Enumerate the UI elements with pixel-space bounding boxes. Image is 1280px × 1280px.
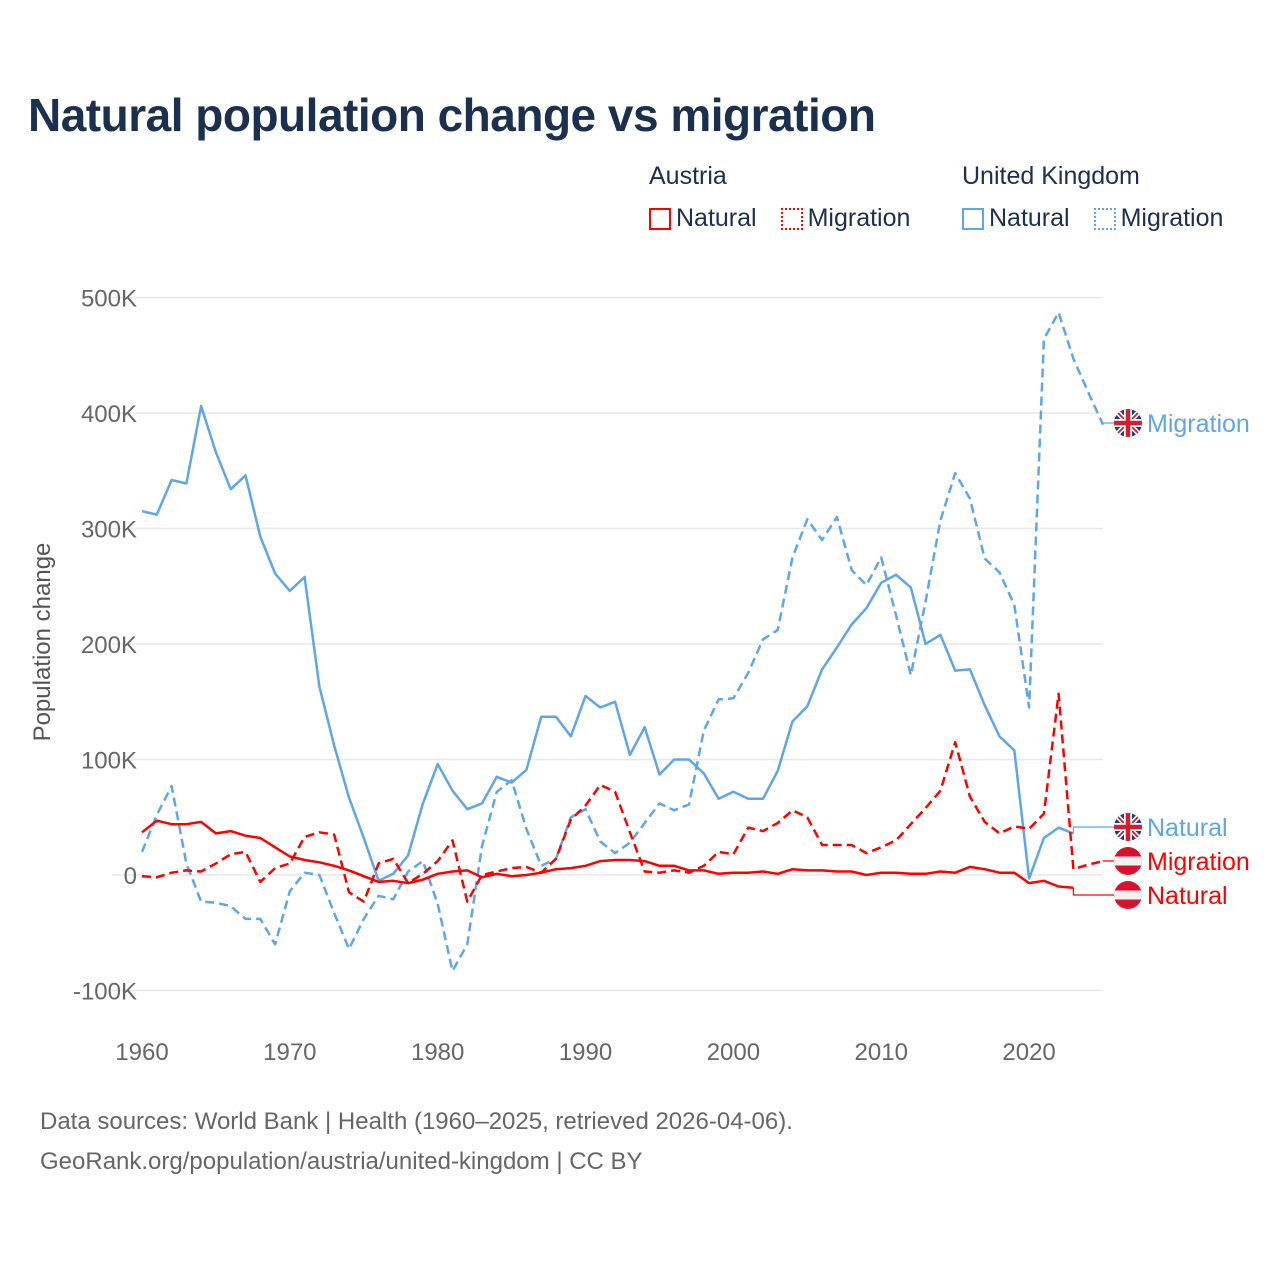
legend-label: Migration bbox=[1120, 204, 1224, 232]
legend-item-austria-migration[interactable]: Migration bbox=[780, 204, 911, 233]
solid-swatch-icon bbox=[962, 207, 984, 230]
legend-group-title: Austria bbox=[649, 162, 727, 190]
series-line-united-kingdom-migration[interactable] bbox=[140, 311, 1105, 973]
series-end-label: Natural bbox=[1147, 882, 1228, 910]
dotted-swatch-icon bbox=[1093, 207, 1116, 230]
legend-group-title: United Kingdom bbox=[962, 162, 1140, 190]
legend-united-kingdom: United Kingdom Natural Migration bbox=[962, 162, 1223, 233]
legend-austria: Austria Natural Migration bbox=[649, 162, 928, 233]
label-connector bbox=[1072, 887, 1114, 896]
y-tick-label: 400K bbox=[81, 401, 137, 428]
x-tick-label: 2000 bbox=[707, 1039, 760, 1066]
legend-item-austria-natural[interactable]: Natural bbox=[649, 204, 757, 233]
y-tick-label: 100K bbox=[81, 748, 137, 775]
uk-flag-icon bbox=[1114, 813, 1142, 841]
x-tick-label: 1990 bbox=[559, 1039, 612, 1066]
series-line-united-kingdom-natural[interactable] bbox=[141, 404, 1074, 883]
y-tick-label: 0 bbox=[124, 863, 137, 890]
legend-item-uk-migration[interactable]: Migration bbox=[1093, 204, 1224, 233]
footer-sources: Data sources: World Bank | Health (1960–… bbox=[40, 1108, 793, 1135]
series-end-label: Migration bbox=[1147, 410, 1250, 438]
legend-item-uk-natural[interactable]: Natural bbox=[962, 204, 1070, 233]
x-tick-label: 1970 bbox=[263, 1039, 316, 1066]
dotted-swatch-icon bbox=[780, 207, 803, 230]
footer-link[interactable]: GeoRank.org/population/austria/united-ki… bbox=[40, 1148, 643, 1175]
legend-label: Migration bbox=[807, 204, 911, 232]
x-tick-label: 1960 bbox=[115, 1039, 168, 1066]
legend-label: Natural bbox=[989, 204, 1070, 232]
label-connector bbox=[1072, 826, 1114, 834]
label-connector bbox=[1102, 422, 1114, 425]
series-line-austria-migration[interactable] bbox=[141, 692, 1104, 903]
x-tick-label: 1980 bbox=[411, 1039, 464, 1066]
austria-flag-icon bbox=[1114, 847, 1142, 875]
y-tick-label: 300K bbox=[81, 517, 137, 544]
y-tick-label: -100K bbox=[73, 979, 137, 1006]
austria-flag-icon bbox=[1114, 881, 1142, 909]
series-end-label: Migration bbox=[1147, 848, 1250, 876]
chart-title: Natural population change vs migration bbox=[28, 89, 876, 141]
solid-swatch-icon bbox=[649, 207, 671, 230]
x-tick-label: 2020 bbox=[1002, 1039, 1055, 1066]
y-axis-label: Population change bbox=[29, 543, 56, 742]
series-end-label: Natural bbox=[1147, 814, 1228, 842]
legend-label: Natural bbox=[676, 204, 757, 232]
uk-flag-icon bbox=[1114, 409, 1142, 437]
x-tick-label: 2010 bbox=[855, 1039, 908, 1066]
series-line-austria-natural[interactable] bbox=[141, 819, 1074, 889]
y-tick-label: 500K bbox=[81, 286, 137, 313]
y-tick-label: 200K bbox=[81, 632, 137, 659]
